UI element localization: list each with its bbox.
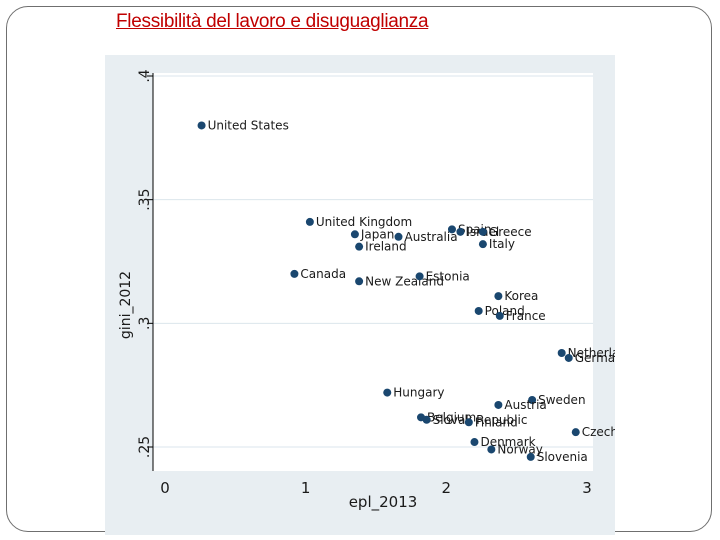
y-tick-label: .35 bbox=[137, 189, 153, 211]
x-axis: 0 1 2 3 bbox=[160, 479, 592, 497]
data-point-label: Ireland bbox=[365, 240, 407, 254]
data-point-label: Denmark bbox=[480, 435, 535, 449]
x-tick-label: 0 bbox=[160, 479, 170, 497]
data-point-marker bbox=[350, 230, 359, 239]
data-point-label: Germany bbox=[575, 351, 615, 365]
slide-title: Flessibilità del lavoro e disuguaglianza bbox=[116, 11, 429, 32]
x-tick-label: 3 bbox=[582, 479, 592, 497]
data-point-label: Sweden bbox=[538, 393, 585, 407]
data-point-label: France bbox=[506, 309, 546, 323]
scatter-chart: .25 .3 .35 .4 0 1 2 3 gini_2012 epl_2013 Unite… bbox=[105, 55, 673, 535]
data-point-label: United Kingdom bbox=[316, 215, 412, 229]
data-point-marker bbox=[383, 388, 392, 397]
data-point-marker bbox=[528, 396, 537, 405]
data-point-marker bbox=[557, 349, 566, 358]
data-point-marker bbox=[526, 452, 535, 461]
data-point-marker bbox=[564, 353, 573, 362]
data-point-label: Slovak Republic bbox=[433, 413, 528, 427]
data-point-marker bbox=[355, 242, 364, 251]
data-point-marker bbox=[470, 438, 479, 447]
data-point-label: Slovenia bbox=[537, 450, 588, 464]
data-point-label: Japan bbox=[360, 227, 394, 241]
data-point-label: Poland bbox=[485, 304, 525, 318]
data-point-marker bbox=[290, 269, 299, 278]
data-point-label: Austria bbox=[504, 398, 546, 412]
data-point-marker bbox=[197, 121, 206, 130]
data-point-label: Greece bbox=[489, 225, 532, 239]
data-point-marker bbox=[464, 418, 473, 427]
chart-panel: .25 .3 .35 .4 0 1 2 3 gini_2012 epl_2013 Unite… bbox=[105, 55, 673, 535]
data-point-label: United States bbox=[208, 118, 289, 132]
data-point-label: Finland bbox=[475, 415, 518, 429]
data-point-marker bbox=[478, 227, 487, 236]
y-axis-title: gini_2012 bbox=[118, 271, 134, 339]
data-point-marker bbox=[495, 311, 504, 320]
data-point-label: Belgium bbox=[427, 410, 476, 424]
data-point-label: Estonia bbox=[426, 269, 470, 283]
plot-area bbox=[153, 73, 593, 471]
data-point-marker bbox=[494, 400, 503, 409]
data-point-marker bbox=[456, 227, 465, 236]
data-point-marker bbox=[474, 306, 483, 315]
data-point-marker bbox=[478, 240, 487, 249]
data-point-label: Italy bbox=[489, 237, 515, 251]
data-point-marker bbox=[415, 272, 424, 281]
data-point-marker bbox=[494, 292, 503, 301]
data-point-label: Australia bbox=[405, 230, 458, 244]
data-point-marker bbox=[355, 277, 364, 286]
data-point-marker bbox=[422, 415, 431, 424]
data-point-label: Czech Republic bbox=[582, 425, 615, 439]
data-point-marker bbox=[487, 445, 496, 454]
grid-lines bbox=[153, 75, 593, 448]
x-axis-title: epl_2013 bbox=[349, 493, 418, 512]
y-axis: .25 .3 .35 .4 bbox=[137, 69, 154, 471]
data-point-label: Hungary bbox=[393, 386, 444, 400]
y-tick-label: .4 bbox=[137, 69, 153, 82]
data-point-marker bbox=[305, 217, 314, 226]
data-point-marker bbox=[571, 428, 580, 437]
data-point-label: New Zealand bbox=[365, 274, 444, 288]
data-point-marker bbox=[447, 225, 456, 234]
y-tick-label: .3 bbox=[137, 317, 153, 330]
y-tick-label: .25 bbox=[137, 436, 153, 458]
data-point-label: Korea bbox=[504, 289, 538, 303]
data-point-marker bbox=[394, 232, 403, 241]
x-tick-label: 1 bbox=[301, 479, 311, 497]
x-tick-label: 2 bbox=[442, 479, 452, 497]
data-point-label: Canada bbox=[300, 267, 346, 281]
